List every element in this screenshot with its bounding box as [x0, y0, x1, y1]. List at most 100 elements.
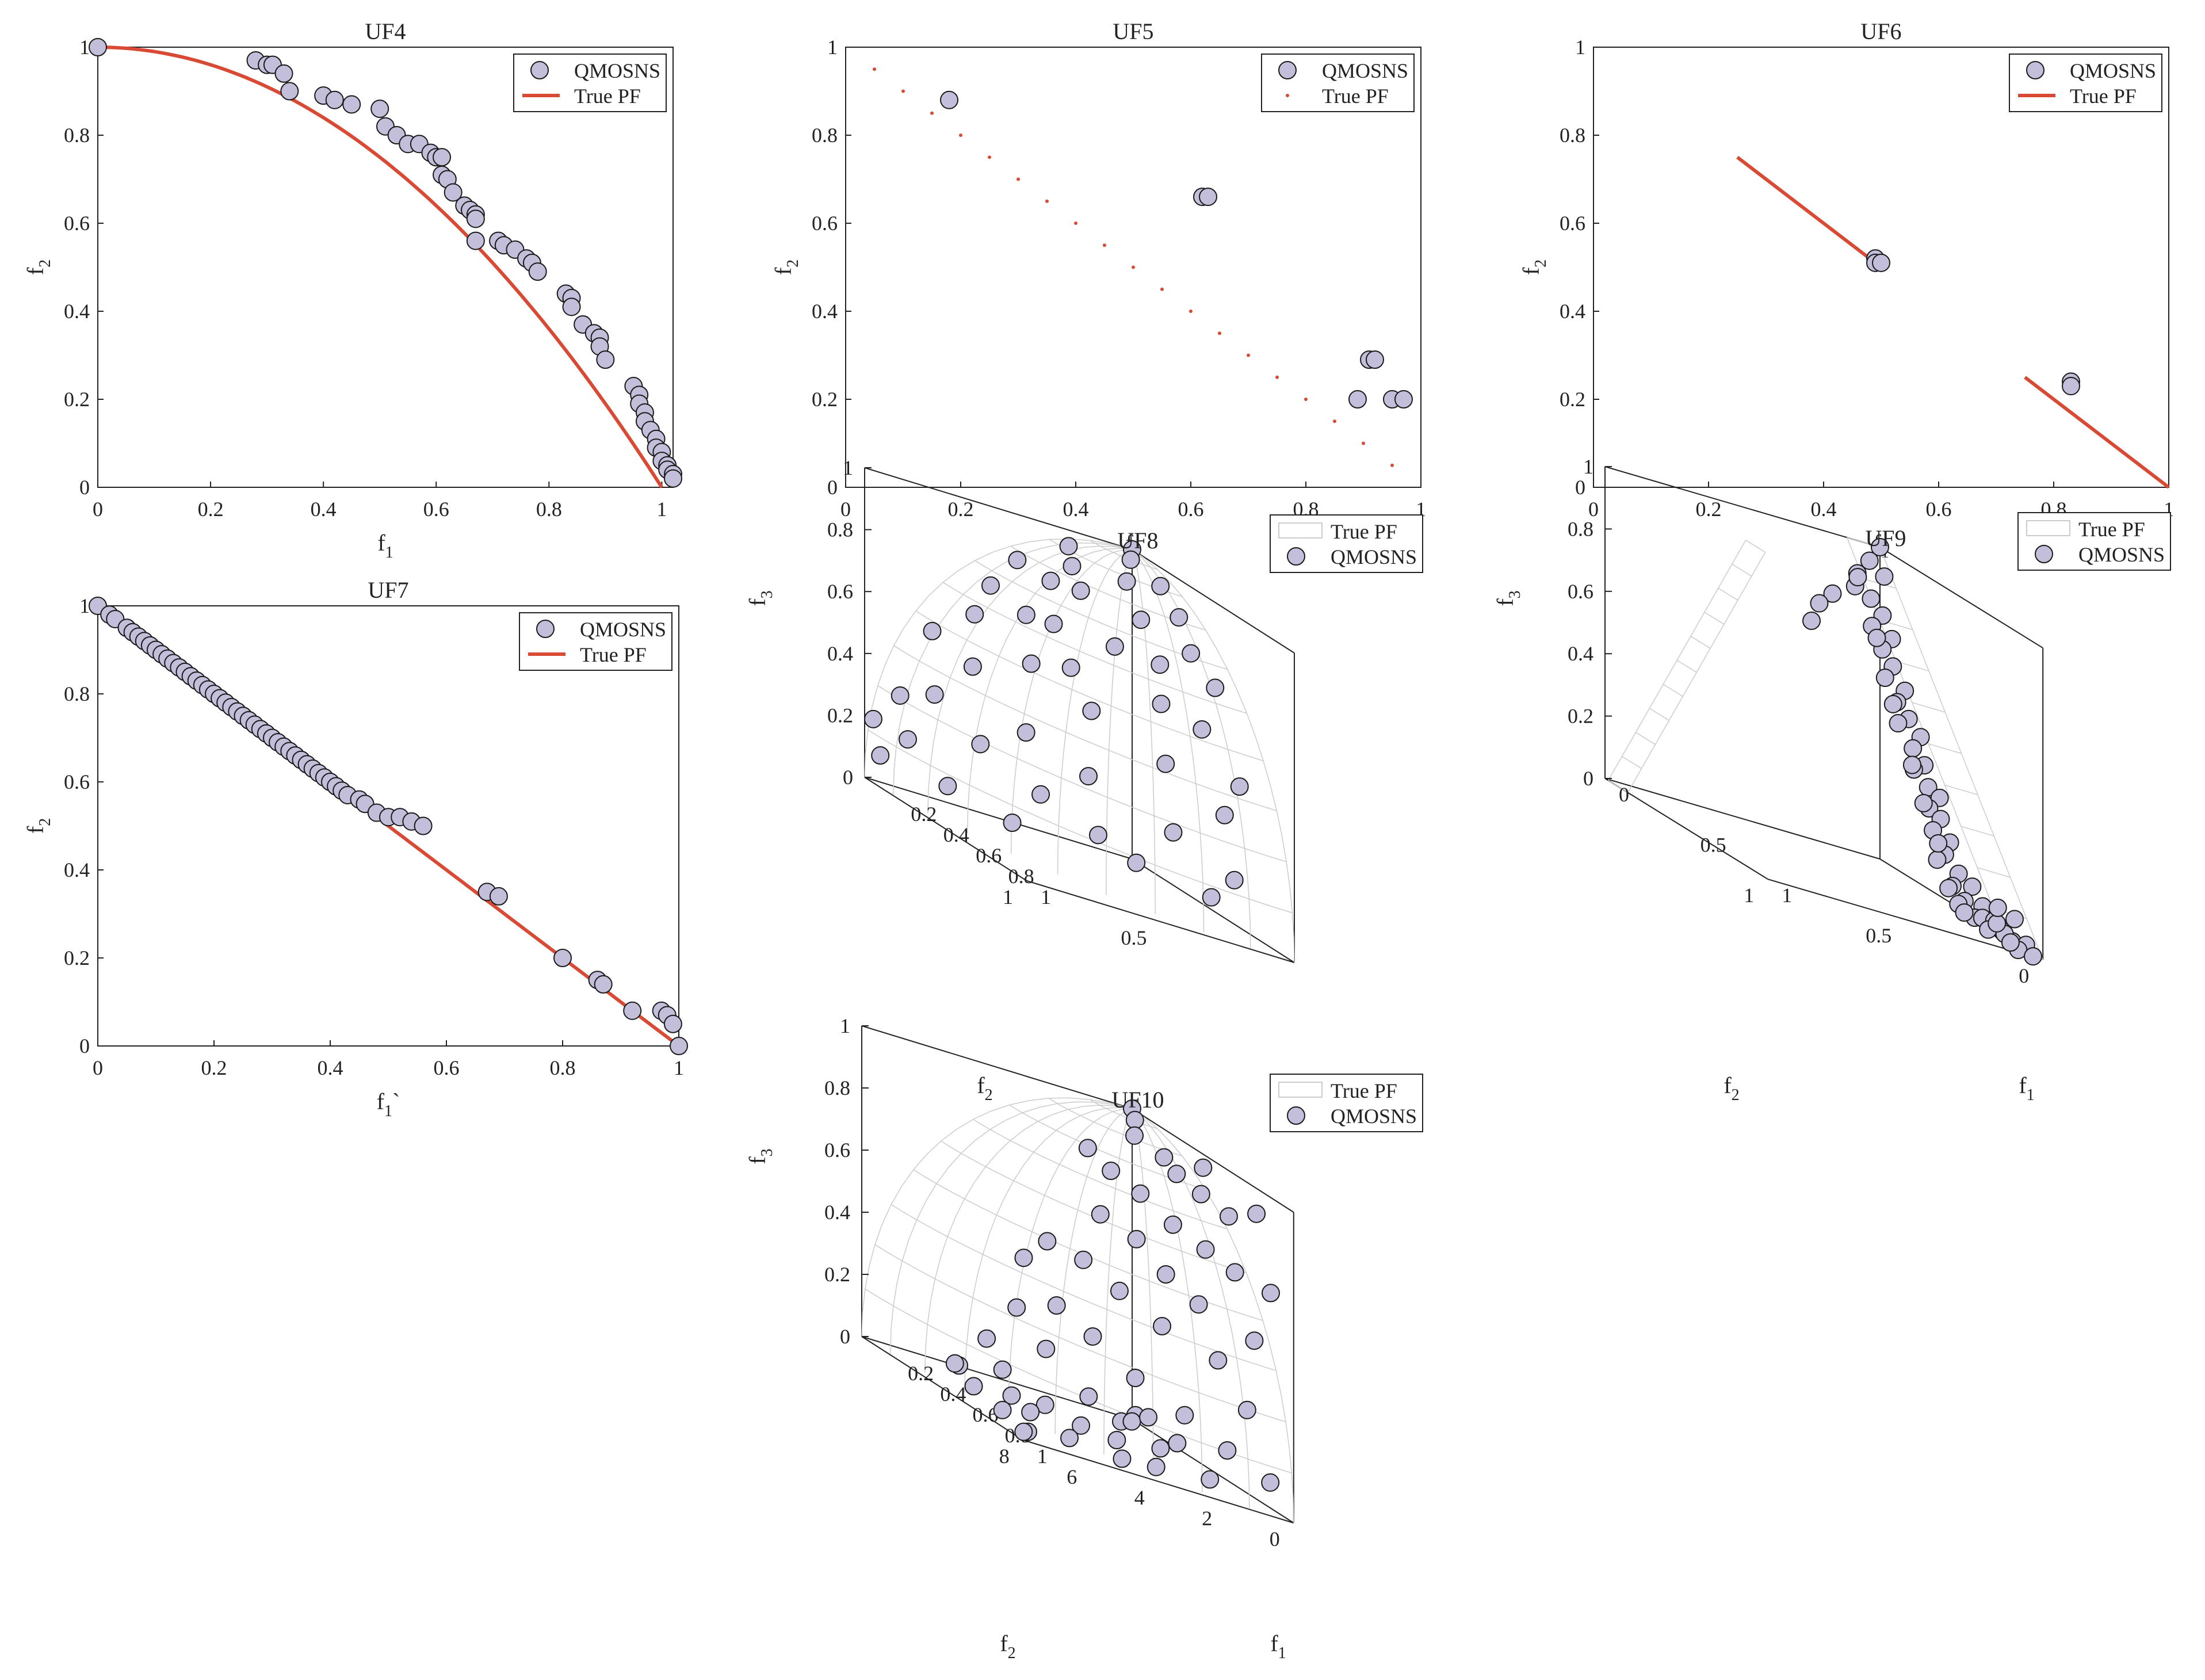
qmosns-point [1090, 826, 1107, 843]
legend-pf-dot [1286, 94, 1289, 97]
z-tick-label: 0 [1583, 767, 1593, 790]
z-tick-label: 0.2 [1568, 705, 1593, 728]
x-tick-label: 0 [93, 1056, 103, 1079]
qmosns-point [1248, 1205, 1265, 1223]
qmosns-point [1226, 872, 1243, 889]
z-axis-label-base: f [1492, 598, 1518, 606]
qmosns-point [1226, 1263, 1244, 1281]
true-pf-surface-line [1691, 636, 1710, 648]
legend-pf-surface [1279, 523, 1322, 538]
f2-axis-label-sub: 2 [985, 1086, 993, 1104]
true-pf-surface-line [1622, 757, 1642, 769]
f2-axis-label-base: f [1724, 1072, 1732, 1098]
qmosns-point [1904, 740, 1921, 757]
qmosns-point [1193, 721, 1210, 738]
legend-label: True PF [2070, 85, 2137, 108]
qmosns-point [1032, 786, 1049, 803]
true-pf-surface-line [1055, 1109, 1132, 1434]
qmosns-point [1197, 1241, 1214, 1258]
legend-pf-surface [1279, 1082, 1322, 1097]
true-pf-surface-edge [1608, 540, 1746, 781]
x-tick-label: 0.2 [1696, 498, 1722, 521]
legend-label: QMOSNS [2078, 543, 2165, 566]
qmosns-point [1218, 1442, 1236, 1459]
y-axis-label: f2 [1518, 259, 1550, 275]
qmosns-point [1038, 1232, 1056, 1250]
y-tick-label: 1 [79, 594, 90, 617]
qmosns-point [1132, 1185, 1149, 1202]
qmosns-point [1102, 1162, 1119, 1179]
z-axis-label: f3 [744, 1148, 776, 1164]
qmosns-point [467, 210, 484, 227]
box-edge [862, 1026, 1132, 1109]
qmosns-point [326, 91, 343, 109]
qmosns-point [1132, 611, 1149, 628]
qmosns-point [1287, 548, 1305, 565]
true-pf-surface-line [1732, 564, 1752, 576]
qmosns-point [1126, 1127, 1143, 1144]
z-axis-label-sub: 3 [758, 590, 776, 598]
f2-axis-label-sub: 2 [1008, 1644, 1016, 1662]
y-axis-label: f2 [770, 259, 802, 275]
qmosns-point [2024, 948, 2042, 965]
qmosns-point [965, 1377, 983, 1395]
x-tick-label: 1 [674, 1056, 684, 1079]
true-pf-dot [1189, 310, 1193, 313]
chart-title: UF7 [368, 577, 408, 603]
qmosns-point [1206, 679, 1224, 697]
axis-f1 [1027, 881, 1294, 963]
qmosns-point [872, 747, 889, 764]
axis-f2 [1605, 778, 1768, 879]
qmosns-point [946, 1355, 964, 1372]
y-axis-label-sub: 2 [36, 818, 54, 826]
true-pf-surface-line [1649, 708, 1669, 720]
x-tick-label: 0.2 [201, 1056, 227, 1079]
qmosns-point [281, 83, 298, 100]
qmosns-point [939, 777, 956, 795]
x-tick-label: 0.4 [1063, 498, 1089, 521]
qmosns-point [1080, 1388, 1097, 1405]
y-axis-label-sub: 2 [1532, 259, 1550, 268]
qmosns-point [899, 731, 916, 748]
qmosns-point [2002, 934, 2019, 951]
true-pf-dot [1247, 354, 1250, 357]
legend-label: True PF [2078, 518, 2145, 541]
y-tick-label: 0.4 [64, 858, 90, 881]
qmosns-point [1126, 1112, 1144, 1129]
qmosns-point [1111, 1282, 1128, 1300]
qmosns-point [1164, 824, 1182, 841]
y-axis-label: f2 [22, 259, 54, 275]
qmosns-point [1128, 854, 1145, 872]
chart-title: UF10 [1111, 1087, 1164, 1113]
y-axis-label-base: f [770, 267, 796, 275]
true-pf-dot [901, 90, 905, 93]
qmosns-point [531, 62, 548, 79]
qmosns-point [1262, 1474, 1279, 1491]
true-pf-surface-line [1928, 744, 1961, 754]
qmosns-point [1872, 254, 1890, 272]
qmosns-point [1140, 1408, 1157, 1426]
y-axis-label-base: f [22, 267, 48, 275]
qmosns-point [1079, 1139, 1096, 1156]
qmosns-point [2027, 62, 2044, 79]
qmosns-point [1018, 724, 1035, 741]
true-pf-surface-line [943, 582, 1247, 713]
z-tick-label: 0.8 [824, 1076, 850, 1099]
y-tick-label: 0.6 [64, 770, 90, 793]
qmosns-point [1168, 1434, 1186, 1452]
x-tick-label: 0.6 [1178, 498, 1204, 521]
true-pf-surface-line [1011, 549, 1132, 854]
qmosns-point [1199, 188, 1217, 205]
true-pf-surface-line [1912, 702, 1945, 712]
qmosns-point [1287, 1107, 1305, 1124]
qmosns-point [892, 687, 909, 704]
panel-uf6: UF600.20.40.60.8100.20.40.60.81f1f2QMOSN… [1518, 18, 2174, 562]
f1-tick-label: 1 [1041, 885, 1051, 908]
z-axis-label: f3 [744, 590, 776, 606]
qmosns-point [972, 735, 989, 753]
y-tick-label: 1 [79, 36, 90, 59]
legend-label: True PF [1331, 520, 1397, 543]
f2-tick-label: 4 [1134, 1486, 1145, 1509]
chart-title: UF6 [1860, 18, 1901, 44]
